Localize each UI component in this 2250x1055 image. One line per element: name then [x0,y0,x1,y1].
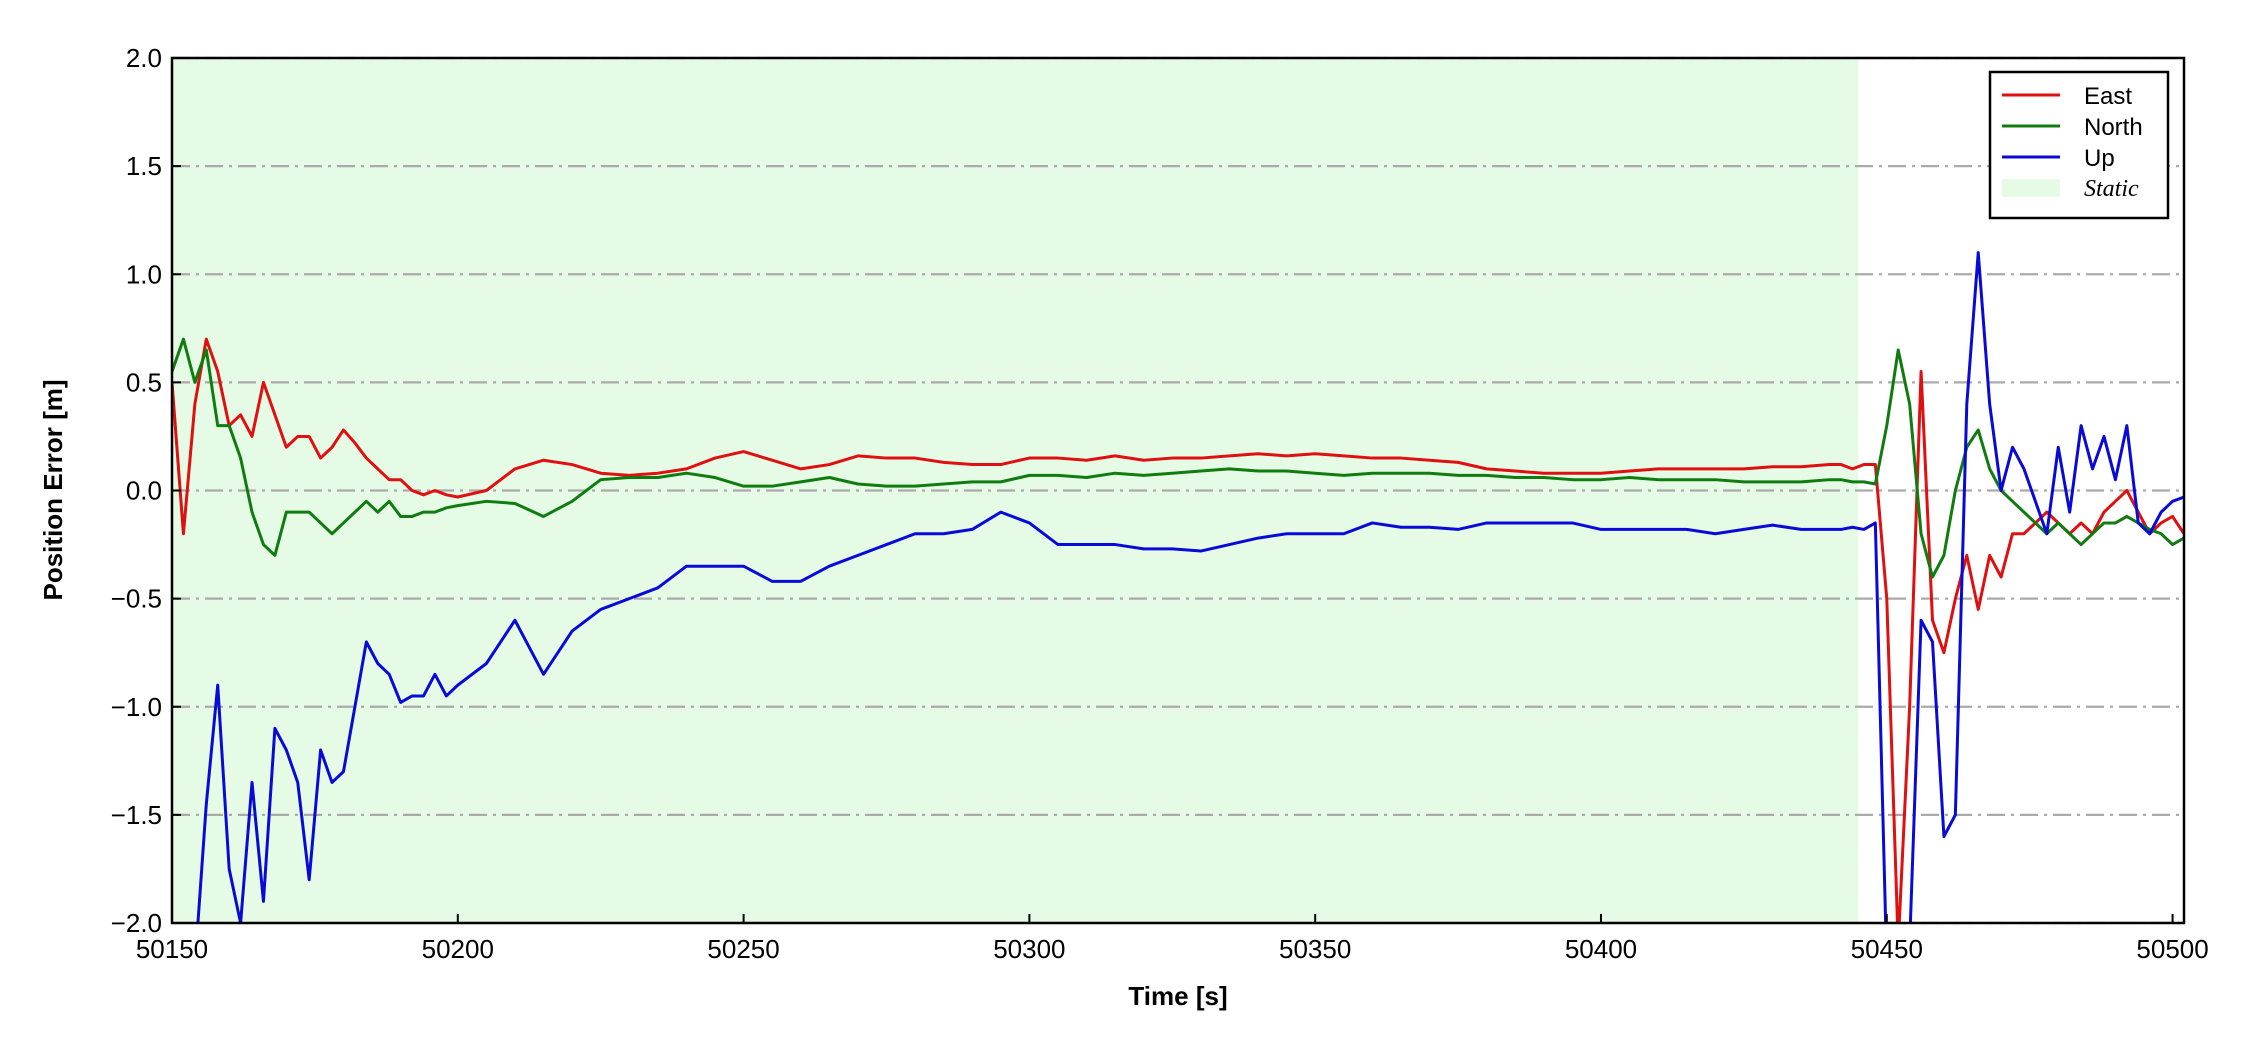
axes: −2.0 −1.5 −1.0 −0.5 0.0 0.5 1.0 1.5 2.0 50150 5020… [111,43,2209,964]
y-tick-label: 1.0 [126,259,162,289]
y-tick-label: −1.0 [111,692,162,722]
y-tick-label: 0.5 [126,367,162,397]
x-tick-label: 50200 [422,934,494,964]
series-line [196,251,2184,923]
x-tick-label: 50500 [2136,934,2208,964]
y-tick-label: −1.5 [111,800,162,830]
plot-frame [170,56,2186,925]
x-axis-label: Time [s] [1128,981,1227,1011]
x-tick-label: 50400 [1565,934,1637,964]
x-tick-label: 50300 [993,934,1065,964]
y-tick-label: 0.0 [126,476,162,506]
legend-label: Static [2084,176,2139,202]
legend-label: North [2084,114,2143,141]
series-line [172,337,2184,923]
x-tick-label: 50250 [707,934,779,964]
plot-area [172,251,2184,923]
x-tick-label: 50350 [1279,934,1351,964]
y-tick-label: −0.5 [111,584,162,614]
x-tick-label: 50150 [136,934,208,964]
y-tick-label: 2.0 [126,43,162,73]
legend-label: East [2084,83,2132,110]
y-tick-label: 1.5 [126,151,162,181]
series-line [172,337,2184,579]
legend-swatch [2002,179,2060,197]
legend: East North Up Static [1988,70,2170,220]
x-tick-label: 50450 [1851,934,1923,964]
legend-label: Up [2084,145,2115,172]
y-tick-label: −2.0 [111,908,162,938]
y-axis-label: Position Error [m] [38,379,68,600]
